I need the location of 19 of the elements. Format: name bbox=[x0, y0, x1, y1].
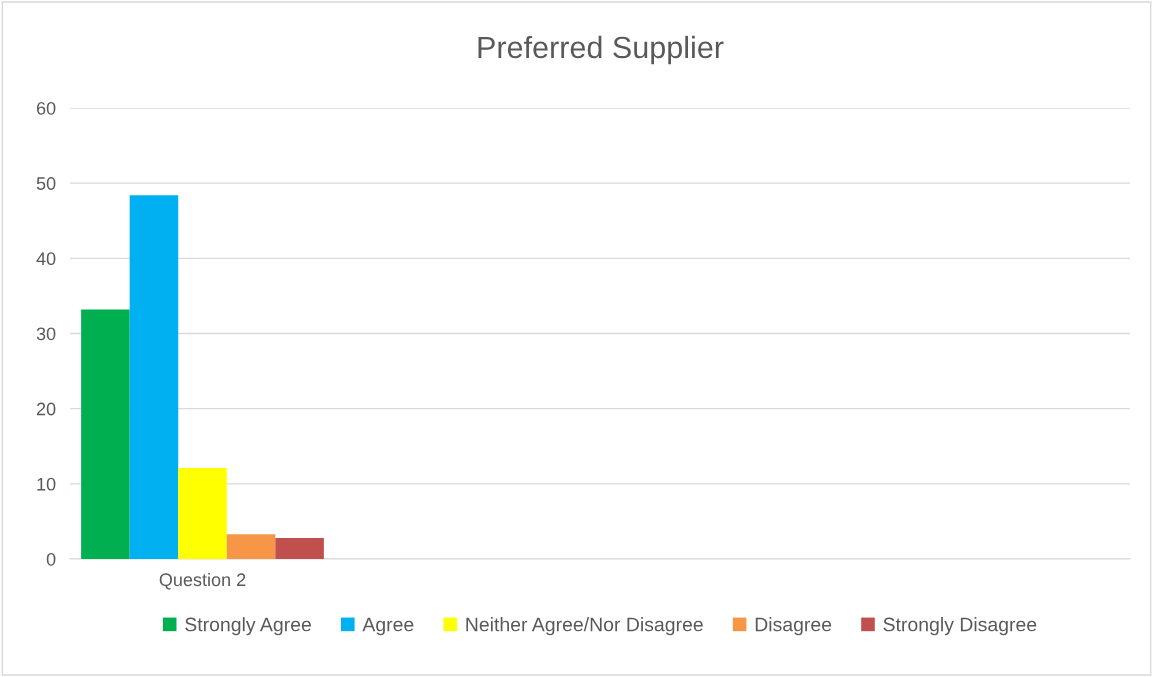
y-tick-label: 50 bbox=[36, 177, 56, 190]
bar bbox=[226, 534, 276, 559]
y-tick-label: 10 bbox=[37, 477, 56, 491]
legend-label: Disagree bbox=[755, 617, 832, 636]
bar bbox=[178, 468, 227, 559]
legend-label: Strongly Agree bbox=[185, 617, 311, 636]
y-tick-label: 60 bbox=[36, 101, 56, 115]
bar bbox=[129, 195, 179, 559]
bar bbox=[81, 309, 130, 559]
chart-title: Preferred Supplier bbox=[478, 35, 724, 65]
legend-label: Neither Agree/Nor Disagree bbox=[466, 617, 703, 636]
y-tick-label: 30 bbox=[36, 327, 56, 341]
y-tick-label: 40 bbox=[36, 252, 56, 266]
y-tick-label: 20 bbox=[36, 402, 56, 416]
y-tick-label: 0 bbox=[46, 552, 56, 566]
legend-label: Agree bbox=[362, 617, 414, 636]
x-tick-label: Question 2 bbox=[159, 572, 246, 590]
legend-label: Strongly Disagree bbox=[883, 617, 1037, 636]
bar bbox=[275, 537, 324, 559]
